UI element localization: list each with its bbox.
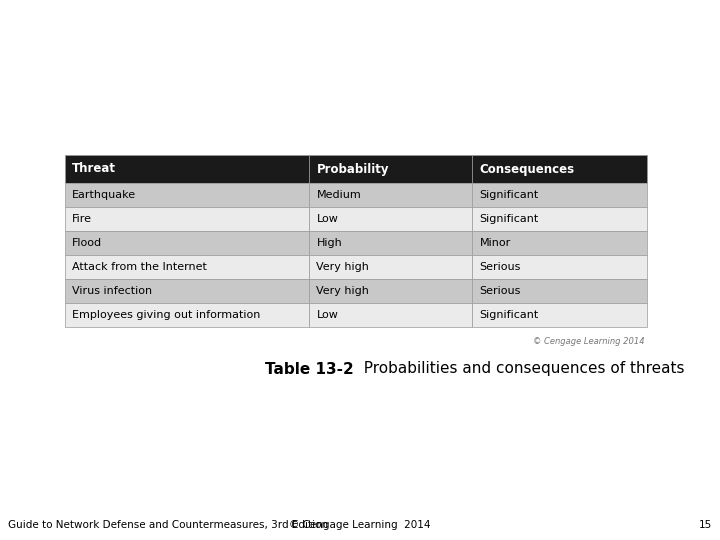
Text: Minor: Minor: [480, 238, 510, 248]
Bar: [472, 183, 647, 207]
Text: Attack from the Internet: Attack from the Internet: [72, 262, 207, 272]
Bar: [310, 303, 472, 327]
Text: Low: Low: [317, 310, 338, 320]
Bar: [310, 279, 472, 303]
Text: Serious: Serious: [480, 262, 521, 272]
Text: Fire: Fire: [72, 214, 92, 224]
Bar: [472, 155, 647, 183]
Bar: [310, 231, 472, 255]
Bar: [472, 303, 647, 327]
Bar: [65, 207, 310, 231]
Bar: [65, 231, 310, 255]
Bar: [65, 303, 310, 327]
Bar: [472, 255, 647, 279]
Text: Low: Low: [317, 214, 338, 224]
Text: Very high: Very high: [317, 286, 369, 296]
Text: Earthquake: Earthquake: [72, 190, 136, 200]
Bar: [472, 279, 647, 303]
Text: © Cengage Learning 2014: © Cengage Learning 2014: [534, 337, 645, 346]
Text: Medium: Medium: [317, 190, 361, 200]
Text: Flood: Flood: [72, 238, 102, 248]
Text: Significant: Significant: [480, 190, 539, 200]
Bar: [472, 207, 647, 231]
Text: Very high: Very high: [317, 262, 369, 272]
Text: Serious: Serious: [480, 286, 521, 296]
Text: 15: 15: [698, 520, 712, 530]
Text: Probabilities and consequences of threats: Probabilities and consequences of threat…: [354, 361, 685, 376]
Text: © Cengage Learning  2014: © Cengage Learning 2014: [289, 520, 431, 530]
Text: Virus infection: Virus infection: [72, 286, 152, 296]
Bar: [65, 279, 310, 303]
Text: Probability: Probability: [317, 163, 389, 176]
Bar: [310, 207, 472, 231]
Bar: [65, 255, 310, 279]
Text: Threat: Threat: [72, 163, 116, 176]
Text: Significant: Significant: [480, 310, 539, 320]
Bar: [65, 183, 310, 207]
Text: Consequences: Consequences: [480, 163, 575, 176]
Text: High: High: [317, 238, 342, 248]
Text: Significant: Significant: [480, 214, 539, 224]
Text: Employees giving out information: Employees giving out information: [72, 310, 261, 320]
Text: Table 13-2: Table 13-2: [265, 361, 354, 376]
Bar: [472, 231, 647, 255]
Bar: [310, 183, 472, 207]
Bar: [65, 155, 310, 183]
Text: Guide to Network Defense and Countermeasures, 3rd Edition: Guide to Network Defense and Countermeas…: [8, 520, 328, 530]
Bar: [310, 255, 472, 279]
Bar: [310, 155, 472, 183]
